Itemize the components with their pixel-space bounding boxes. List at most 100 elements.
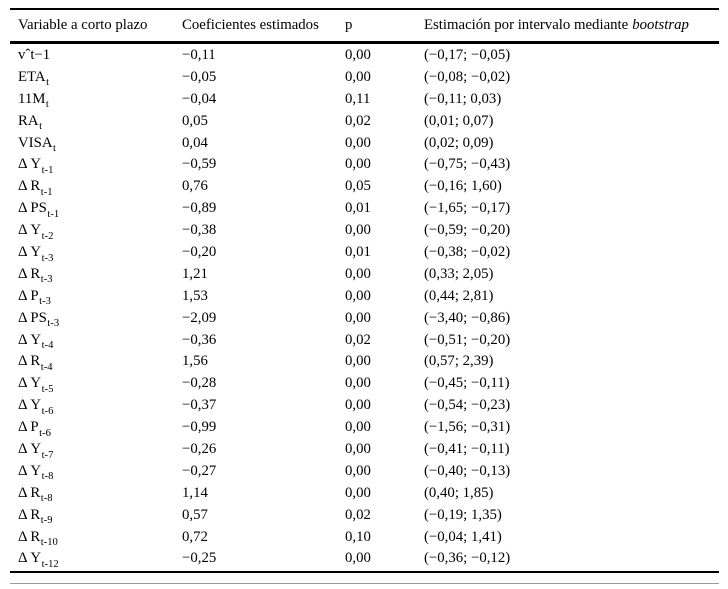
- interval-cell: (0,44; 2,81): [424, 287, 494, 304]
- coefficient-cell: 0,05: [182, 112, 208, 129]
- p-value-cell: 0,00: [345, 222, 371, 239]
- interval-cell: (−0,36; −0,12): [424, 550, 511, 567]
- p-value-cell: 0,11: [345, 90, 371, 107]
- table-row: Δ Pt-3 1,53 0,00 (0,44; 2,81): [0, 286, 728, 308]
- interval-cell: (−0,45; −0,11): [424, 375, 510, 392]
- p-value-cell: 0,05: [345, 178, 371, 195]
- variable-cell: Δ Yt-7: [18, 439, 53, 462]
- variable-base: Δ R: [18, 353, 41, 370]
- variable-base: Δ PS: [18, 200, 47, 217]
- variable-cell: Δ Rt-1: [18, 176, 53, 199]
- coefficient-cell: −0,26: [182, 441, 217, 458]
- variable-cell: Δ Rt-9: [18, 505, 53, 528]
- coefficient-cell: −0,37: [182, 397, 217, 414]
- p-value-cell: 0,00: [345, 397, 371, 414]
- variable-cell: Δ Yt-12: [18, 548, 59, 571]
- variable-subscript: t-3: [41, 252, 54, 264]
- variable-subscript: t-4: [40, 361, 53, 373]
- table-row: Δ Yt-12 −0,25 0,00 (−0,36; −0,12): [0, 548, 728, 570]
- interval-cell: (−0,75; −0,43): [424, 156, 511, 173]
- p-value-cell: 0,02: [345, 331, 371, 348]
- variable-base: Δ R: [18, 528, 41, 545]
- table-row: Δ Yt-8 −0,27 0,00 (−0,40; −0,13): [0, 461, 728, 483]
- coefficient-cell: −0,11: [182, 47, 216, 63]
- coefficient-cell: 1,21: [182, 265, 208, 282]
- table-row: Δ Rt-10 0,72 0,10 (−0,04; 1,41): [0, 527, 728, 549]
- variable-base: Δ Y: [18, 375, 42, 392]
- p-value-cell: 0,10: [345, 528, 371, 545]
- variable-subscript: t-12: [41, 558, 59, 570]
- table-row: Δ Rt-8 1,14 0,00 (0,40; 1,85): [0, 483, 728, 505]
- variable-base: Δ P: [18, 287, 39, 304]
- variable-subscript: t-1: [41, 164, 54, 176]
- interval-cell: (0,40; 1,85): [424, 484, 494, 501]
- variable-cell: Δ Yt-6: [18, 395, 53, 418]
- variable-cell: Δ Yt-2: [18, 220, 53, 243]
- variable-subscript: t-2: [41, 230, 54, 242]
- variable-subscript: t: [53, 143, 56, 155]
- table-row: Δ Yt-5 −0,28 0,00 (−0,45; −0,11): [0, 373, 728, 395]
- coefficient-cell: −0,38: [182, 222, 217, 239]
- variable-base: vˆt−1: [18, 47, 51, 63]
- table-row: Δ Yt-1 −0,59 0,00 (−0,75; −0,43): [0, 154, 728, 176]
- variable-subscript: t-3: [40, 274, 53, 286]
- variable-subscript: t: [46, 77, 50, 89]
- interval-cell: (−0,54; −0,23): [424, 397, 511, 414]
- table-row: Δ Rt-3 1,21 0,00 (0,33; 2,05): [0, 264, 728, 286]
- variable-base: Δ PS: [18, 309, 47, 326]
- coefficient-cell: −0,36: [182, 331, 217, 348]
- table-bottom-rule: [10, 571, 719, 573]
- p-value-cell: 0,00: [345, 68, 371, 85]
- variable-subscript: t-8: [41, 471, 54, 483]
- variable-base: Δ P: [18, 419, 39, 436]
- interval-cell: (0,01; 0,07): [424, 112, 494, 129]
- variable-base: Δ Y: [18, 441, 42, 458]
- coefficient-cell: −0,25: [182, 550, 217, 567]
- interval-cell: (−0,59; −0,20): [424, 222, 511, 239]
- table-row: Δ Pt-6 −0,99 0,00 (−1,56; −0,31): [0, 417, 728, 439]
- interval-cell: (0,33; 2,05): [424, 265, 494, 282]
- interval-cell: (0,02; 0,09): [424, 134, 494, 151]
- coefficient-cell: 0,76: [182, 178, 208, 195]
- interval-cell: (−0,38; −0,02): [424, 244, 511, 261]
- table-row: Δ Yt-6 −0,37 0,00 (−0,54; −0,23): [0, 395, 728, 417]
- variable-subscript: t-10: [40, 537, 58, 549]
- table-top-rule: [10, 8, 719, 10]
- variable-cell: Δ PSt-1: [18, 198, 59, 221]
- variable-base: Δ Y: [18, 156, 42, 173]
- table-row: VISAt 0,04 0,00 (0,02; 0,09): [0, 133, 728, 155]
- p-value-cell: 0,00: [345, 419, 371, 436]
- table-row: Δ Rt-4 1,56 0,00 (0,57; 2,39): [0, 351, 728, 373]
- variable-base: Δ Y: [18, 462, 42, 479]
- table-row: Δ Rt-9 0,57 0,02 (−0,19; 1,35): [0, 505, 728, 527]
- interval-cell: (0,57; 2,39): [424, 353, 494, 370]
- variable-cell: ETAt: [18, 67, 49, 90]
- variable-subscript: t-1: [40, 186, 53, 198]
- variable-base: Δ R: [18, 178, 41, 195]
- interval-cell: (−0,17; −0,05): [424, 47, 511, 63]
- coefficient-cell: 1,56: [182, 353, 208, 370]
- interval-cell: (−0,08; −0,02): [424, 68, 511, 85]
- p-value-cell: 0,01: [345, 244, 371, 261]
- interval-cell: (−0,40; −0,13): [424, 462, 511, 479]
- table-row: Δ Yt-2 −0,38 0,00 (−0,59; −0,20): [0, 220, 728, 242]
- variable-base: Δ R: [18, 506, 41, 523]
- variable-subscript: t: [45, 99, 49, 111]
- header-interval-bootstrap: bootstrap: [632, 17, 689, 33]
- header-variable: Variable a corto plazo: [18, 17, 148, 33]
- interval-cell: (−0,19; 1,35): [424, 506, 502, 523]
- variable-cell: 11Mt: [18, 89, 49, 112]
- header-interval-prefix: Estimación por intervalo mediante: [424, 17, 629, 33]
- interval-cell: (−1,65; −0,17): [424, 200, 511, 217]
- p-value-cell: 0,02: [345, 506, 371, 523]
- coefficient-cell: −0,20: [182, 244, 217, 261]
- variable-cell: Δ Pt-3: [18, 286, 51, 309]
- header-interval: Estimación por intervalo mediante bootstr…: [424, 17, 689, 34]
- p-value-cell: 0,00: [345, 47, 371, 63]
- variable-base: Δ Y: [18, 222, 42, 239]
- p-value-cell: 0,00: [345, 265, 371, 282]
- interval-cell: (−0,41; −0,11): [424, 441, 510, 458]
- table-row: 11Mt −0,04 0,11 (−0,11; 0,03): [0, 89, 728, 111]
- interval-cell: (−0,16; 1,60): [424, 178, 502, 195]
- table-row: Δ Yt-4 −0,36 0,02 (−0,51; −0,20): [0, 330, 728, 352]
